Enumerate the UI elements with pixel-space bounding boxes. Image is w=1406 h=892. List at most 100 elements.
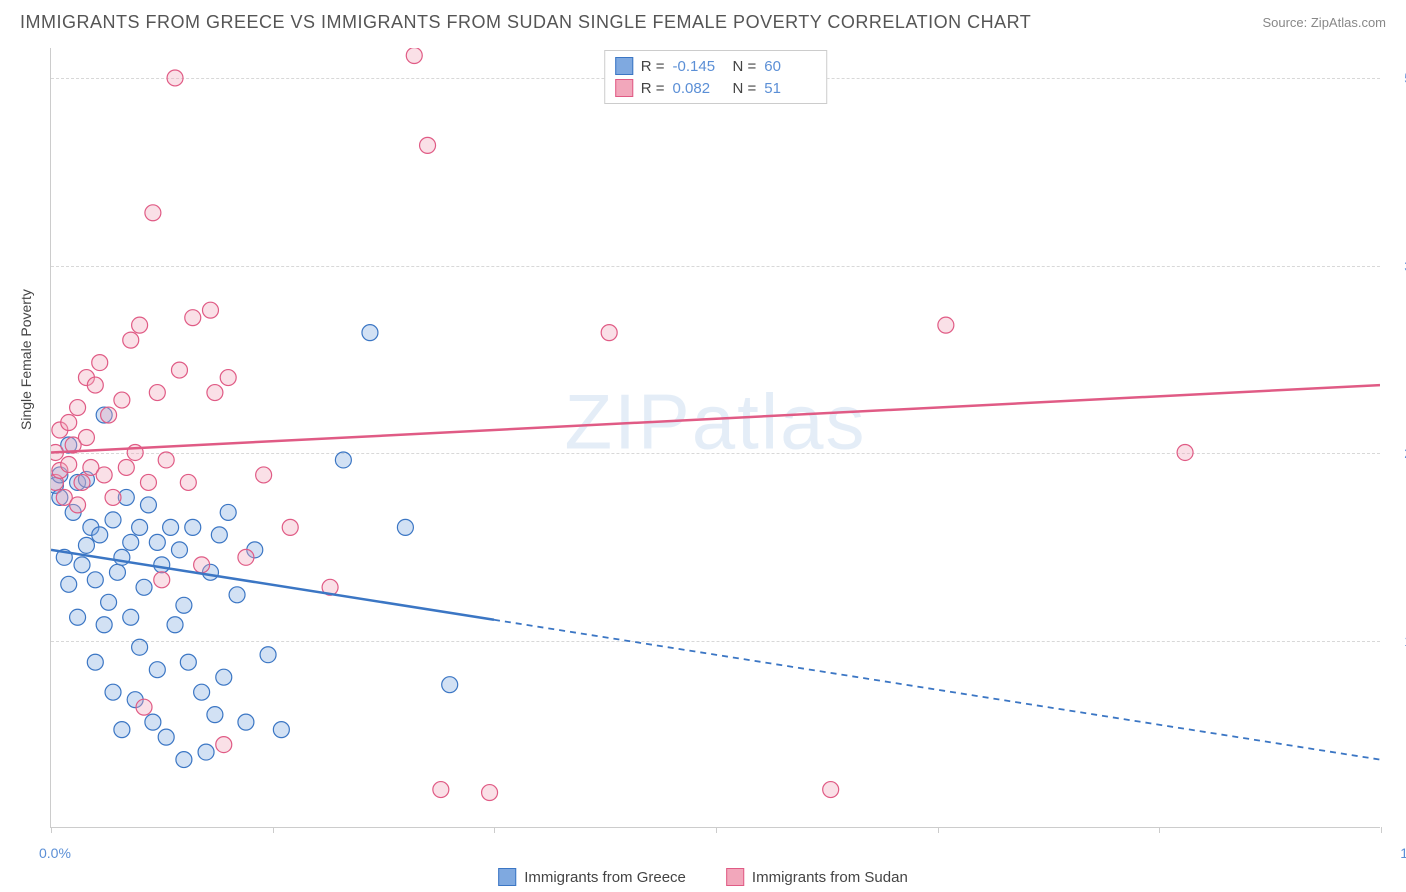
data-point xyxy=(216,737,232,753)
data-point xyxy=(109,564,125,580)
x-tick xyxy=(938,827,939,833)
data-point xyxy=(132,639,148,655)
swatch-greece-icon xyxy=(498,868,516,886)
data-point xyxy=(406,48,422,63)
n-label: N = xyxy=(733,80,757,97)
series-legend: Immigrants from Greece Immigrants from S… xyxy=(498,868,908,886)
n-value: 51 xyxy=(764,80,816,97)
chart-title: IMMIGRANTS FROM GREECE VS IMMIGRANTS FRO… xyxy=(20,12,1031,33)
data-point xyxy=(433,782,449,798)
data-point xyxy=(229,587,245,603)
data-point xyxy=(220,370,236,386)
chart-plot-area: ZIPatlas R = -0.145 N = 60 R = 0.082 N =… xyxy=(50,48,1380,828)
y-axis-label: Single Female Poverty xyxy=(18,289,34,430)
y-tick-label: 25.0% xyxy=(1388,445,1406,461)
data-point xyxy=(105,684,121,700)
data-point xyxy=(171,362,187,378)
x-tick xyxy=(1159,827,1160,833)
x-axis-max-label: 15.0% xyxy=(1400,845,1406,861)
data-point xyxy=(207,707,223,723)
source-attribution: Source: ZipAtlas.com xyxy=(1262,15,1386,30)
data-point xyxy=(96,467,112,483)
data-point xyxy=(185,310,201,326)
r-label: R = xyxy=(641,80,665,97)
data-point xyxy=(823,782,839,798)
trend-line xyxy=(51,550,494,620)
r-value: -0.145 xyxy=(673,58,725,75)
data-point xyxy=(140,474,156,490)
data-point xyxy=(260,647,276,663)
r-label: R = xyxy=(641,58,665,75)
data-point xyxy=(335,452,351,468)
data-point xyxy=(92,355,108,371)
data-point xyxy=(362,325,378,341)
data-point xyxy=(1177,444,1193,460)
data-point xyxy=(256,467,272,483)
data-point xyxy=(61,576,77,592)
data-point xyxy=(61,415,77,431)
data-point xyxy=(70,497,86,513)
y-tick-label: 37.5% xyxy=(1388,258,1406,274)
data-point xyxy=(194,557,210,573)
data-point xyxy=(74,474,90,490)
data-point xyxy=(140,497,156,513)
trend-line xyxy=(51,385,1380,452)
data-point xyxy=(136,579,152,595)
correlation-legend: R = -0.145 N = 60 R = 0.082 N = 51 xyxy=(604,50,828,104)
data-point xyxy=(145,205,161,221)
data-point xyxy=(114,722,130,738)
legend-item-greece: Immigrants from Greece xyxy=(498,868,686,886)
data-point xyxy=(74,557,90,573)
data-point xyxy=(158,729,174,745)
data-point xyxy=(149,662,165,678)
legend-row-greece: R = -0.145 N = 60 xyxy=(615,55,817,77)
n-value: 60 xyxy=(764,58,816,75)
data-point xyxy=(180,654,196,670)
legend-label: Immigrants from Greece xyxy=(524,869,686,886)
x-tick xyxy=(273,827,274,833)
data-point xyxy=(118,459,134,475)
data-point xyxy=(171,542,187,558)
data-point xyxy=(132,519,148,535)
data-point xyxy=(167,617,183,633)
data-point xyxy=(273,722,289,738)
data-point xyxy=(78,537,94,553)
y-tick-label: 12.5% xyxy=(1388,633,1406,649)
data-point xyxy=(123,332,139,348)
data-point xyxy=(70,400,86,416)
data-point xyxy=(180,474,196,490)
y-tick-label: 50.0% xyxy=(1388,70,1406,86)
data-point xyxy=(211,527,227,543)
data-point xyxy=(105,512,121,528)
data-point xyxy=(220,504,236,520)
data-point xyxy=(176,752,192,768)
swatch-sudan-icon xyxy=(615,79,633,97)
data-point xyxy=(938,317,954,333)
data-point xyxy=(216,669,232,685)
data-point xyxy=(163,519,179,535)
data-point xyxy=(167,70,183,86)
data-point xyxy=(601,325,617,341)
n-label: N = xyxy=(733,58,757,75)
data-point xyxy=(176,597,192,613)
data-point xyxy=(154,557,170,573)
x-tick xyxy=(1381,827,1382,833)
data-point xyxy=(123,609,139,625)
x-tick xyxy=(494,827,495,833)
data-point xyxy=(87,572,103,588)
data-point xyxy=(282,519,298,535)
data-point xyxy=(238,549,254,565)
legend-item-sudan: Immigrants from Sudan xyxy=(726,868,908,886)
data-point xyxy=(238,714,254,730)
data-point xyxy=(442,677,458,693)
data-point xyxy=(61,456,77,472)
legend-label: Immigrants from Sudan xyxy=(752,869,908,886)
data-point xyxy=(87,377,103,393)
data-point xyxy=(96,617,112,633)
data-point xyxy=(145,714,161,730)
data-point xyxy=(202,302,218,318)
data-point xyxy=(101,594,117,610)
data-point xyxy=(78,430,94,446)
data-point xyxy=(149,534,165,550)
data-point xyxy=(123,534,139,550)
